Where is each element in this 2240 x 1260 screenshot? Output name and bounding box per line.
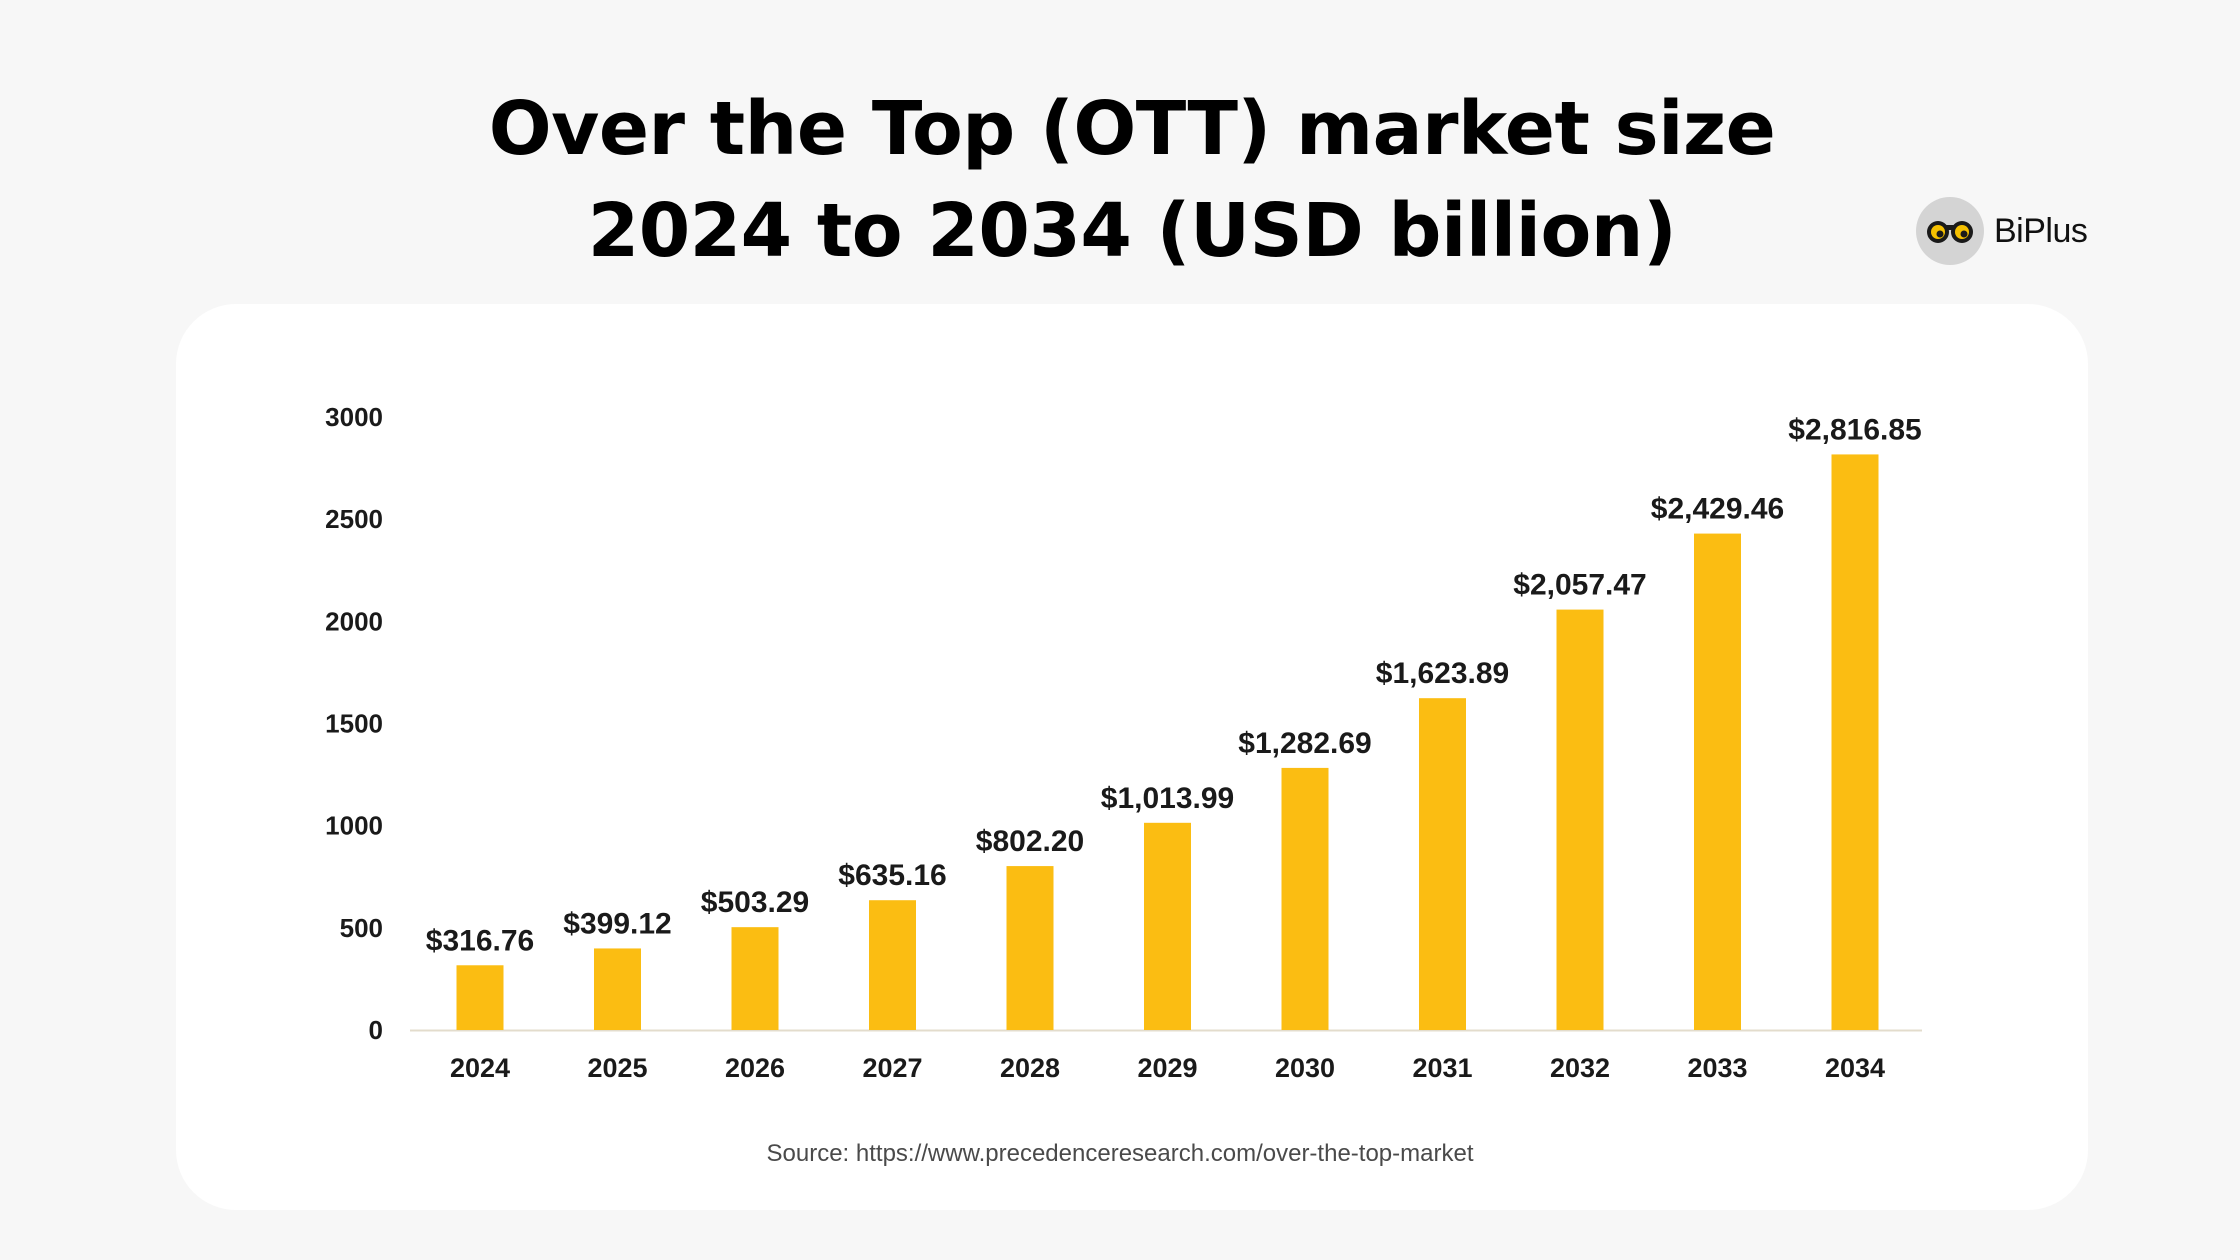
y-tick-label: 2500 — [325, 504, 383, 534]
data-label: $802.20 — [976, 825, 1084, 858]
y-tick-label: 2000 — [325, 606, 383, 636]
chart-title: Over the Top (OTT) market size 2024 to 2… — [0, 78, 2240, 282]
bar — [1831, 454, 1879, 1030]
x-tick-label: 2024 — [450, 1053, 510, 1083]
x-tick-label: 2027 — [862, 1053, 922, 1083]
y-tick-label: 500 — [340, 913, 383, 943]
bar — [1006, 866, 1054, 1030]
bar — [1144, 822, 1191, 1030]
bar — [1281, 767, 1329, 1030]
owl-eyes-icon — [1916, 197, 1984, 265]
bar — [594, 948, 641, 1030]
data-label: $1,013.99 — [1101, 782, 1234, 815]
data-label: $2,816.85 — [1788, 413, 1921, 446]
data-label: $316.76 — [426, 924, 534, 957]
y-tick-label: 1000 — [325, 811, 383, 841]
bar — [456, 965, 504, 1030]
brand-name: BiPlus — [1994, 211, 2088, 250]
x-tick-label: 2028 — [1000, 1053, 1060, 1083]
source-note: Source: https://www.precedenceresearch.c… — [766, 1140, 1474, 1167]
chart-card — [176, 304, 2088, 1210]
data-label: $399.12 — [563, 907, 671, 940]
y-tick-label: 3000 — [325, 402, 383, 432]
data-label: $1,623.89 — [1376, 657, 1509, 690]
bar — [1556, 609, 1604, 1030]
x-tick-label: 2029 — [1137, 1053, 1197, 1083]
bar — [731, 927, 779, 1030]
y-tick-label: 1500 — [325, 709, 383, 739]
x-tick-label: 2033 — [1687, 1053, 1747, 1083]
data-label: $635.16 — [838, 859, 946, 892]
x-tick-label: 2026 — [725, 1053, 785, 1083]
title-line-2: 2024 to 2034 (USD billion) — [587, 188, 1677, 274]
bar — [869, 900, 916, 1030]
data-label: $1,282.69 — [1238, 727, 1371, 760]
x-tick-label: 2030 — [1275, 1053, 1335, 1083]
data-label: $2,057.47 — [1513, 569, 1646, 602]
y-tick-label: 0 — [369, 1015, 383, 1045]
x-tick-label: 2034 — [1825, 1053, 1885, 1083]
brand-logo: BiPlus — [1916, 196, 2088, 266]
x-tick-label: 2025 — [587, 1053, 647, 1083]
data-label: $503.29 — [701, 886, 809, 919]
data-label: $2,429.46 — [1651, 493, 1784, 526]
bar — [1694, 533, 1741, 1030]
x-tick-label: 2031 — [1412, 1053, 1472, 1083]
title-line-1: Over the Top (OTT) market size — [488, 86, 1776, 172]
x-tick-label: 2032 — [1550, 1053, 1610, 1083]
bar — [1419, 698, 1466, 1030]
